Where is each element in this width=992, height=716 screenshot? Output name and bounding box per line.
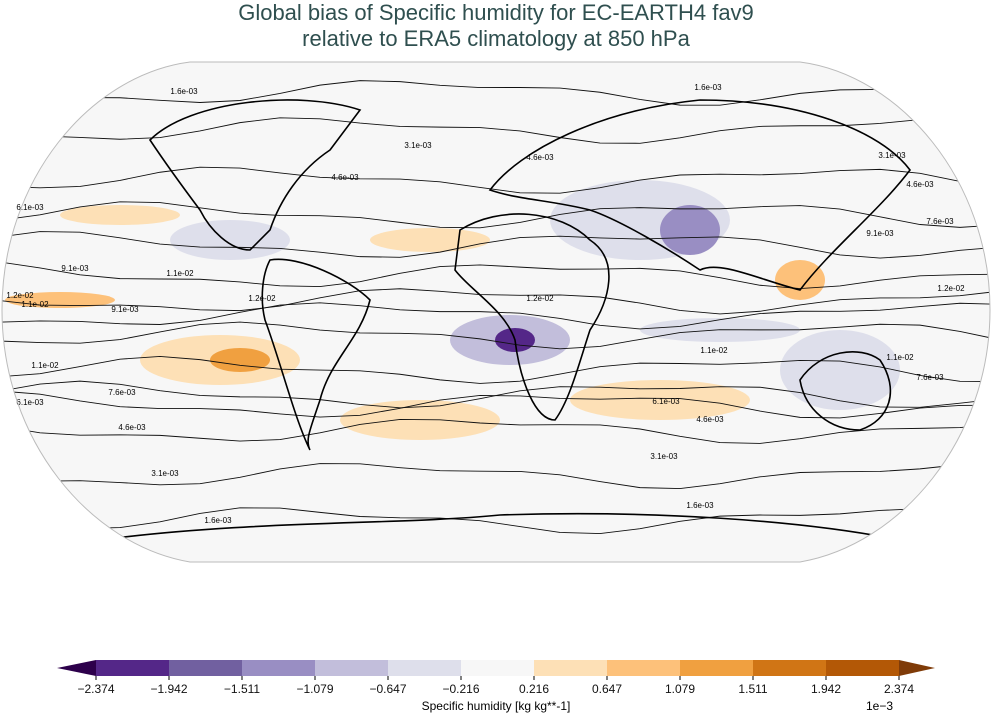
colorbar-tick-label: 1.511 xyxy=(738,682,768,696)
contour-line xyxy=(2,166,990,194)
contour-label: 9.1e-03 xyxy=(111,305,139,314)
colorbar-tick-label: −1.511 xyxy=(223,682,261,696)
bias-area xyxy=(170,220,290,260)
contour-label: 7.6e-03 xyxy=(916,373,944,382)
contour-label: 1.1e-02 xyxy=(700,346,728,355)
colorbar-segment xyxy=(680,660,754,676)
contour-label: 6.1e-03 xyxy=(16,203,44,212)
colorbar-tick-label: −1.079 xyxy=(296,682,334,696)
contour-line xyxy=(2,418,990,444)
contour-label: 9.1e-03 xyxy=(61,264,89,273)
contour-label: 6.1e-03 xyxy=(652,397,680,406)
bias-area xyxy=(775,260,825,300)
contour-labels: 1.6e-03 3.1e-03 4.6e-03 4.6e-03 6.1e-03 9.1e-… xyxy=(6,83,965,525)
contour-line xyxy=(2,117,990,144)
colorbar-over-arrow xyxy=(899,660,935,676)
bias-area xyxy=(210,348,270,372)
contour-label: 1.1e-02 xyxy=(21,300,49,309)
south-america-coast xyxy=(261,258,371,451)
antarctica-coast xyxy=(99,512,901,541)
contour-label: 3.1e-03 xyxy=(878,151,906,160)
contour-label: 1.6e-03 xyxy=(694,83,722,92)
contour-label: 4.6e-03 xyxy=(331,173,359,182)
title-line-2: relative to ERA5 climatology at 850 hPa xyxy=(302,26,690,51)
coastlines xyxy=(99,99,912,541)
contour-label: 3.1e-03 xyxy=(151,469,179,478)
colorbar-tick-label: −2.374 xyxy=(77,682,115,696)
climatology-contours xyxy=(2,80,990,535)
contour-label: 9.1e-03 xyxy=(866,229,894,238)
colorbar-tick-label: 0.647 xyxy=(591,682,623,696)
contour-label: 7.6e-03 xyxy=(108,388,136,397)
colorbar-scale: 1e−3 xyxy=(866,699,894,713)
colorbar-segment xyxy=(753,660,827,676)
contour-label: 1.1e-02 xyxy=(31,361,59,370)
colorbar-tick-label: −1.942 xyxy=(150,682,188,696)
contour-label: 1.2e-02 xyxy=(526,294,554,303)
colorbar-segment xyxy=(388,660,462,676)
contour-line xyxy=(2,201,990,229)
contour-label: 1.6e-03 xyxy=(686,501,714,510)
title-line-1: Global bias of Specific humidity for EC-… xyxy=(238,0,754,25)
africa-coast xyxy=(454,213,610,421)
contour-label: 6.1e-03 xyxy=(16,398,44,407)
colorbar-tick-label: 1.079 xyxy=(664,682,696,696)
eurasia-coast xyxy=(488,99,912,291)
contour-line xyxy=(2,231,990,259)
bias-area xyxy=(780,330,900,410)
colorbar-tick-label: 1.942 xyxy=(810,682,842,696)
contour-line xyxy=(2,321,990,350)
plot-title: Global bias of Specific humidity for EC-… xyxy=(0,0,992,52)
colorbar-segment xyxy=(826,660,900,676)
contour-label: 1.2e-02 xyxy=(248,294,276,303)
contour-line xyxy=(2,380,990,409)
colorbar-segment xyxy=(315,660,389,676)
contour-label: 7.6e-03 xyxy=(926,217,954,226)
contour-label: 3.1e-03 xyxy=(404,141,432,150)
colorbar-tick-label: 2.374 xyxy=(883,682,915,696)
contour-label: 1.1e-02 xyxy=(886,353,914,362)
colorbar-label: Specific humidity [kg kg**-1] xyxy=(421,699,571,713)
contour-line xyxy=(2,507,990,535)
colorbar-tick-label: −0.647 xyxy=(369,682,407,696)
colorbar-segment xyxy=(96,660,170,676)
contour-label: 4.6e-03 xyxy=(118,423,146,432)
bias-area xyxy=(370,228,490,252)
colorbar-segment xyxy=(461,660,535,676)
contour-label: 1.2e-02 xyxy=(6,291,34,300)
colorbar xyxy=(57,660,935,680)
contour-label: 1.2e-02 xyxy=(937,284,965,293)
bias-area xyxy=(660,205,720,255)
colorbar-segment xyxy=(242,660,316,676)
contour-label: 4.6e-03 xyxy=(906,180,934,189)
bias-area xyxy=(60,205,180,225)
contour-line xyxy=(2,302,990,330)
north-america-coast xyxy=(148,99,362,251)
contour-label: 1.6e-03 xyxy=(204,516,232,525)
colorbar-tick-label: −0.216 xyxy=(442,682,480,696)
bias-area xyxy=(570,380,750,420)
contour-label: 4.6e-03 xyxy=(526,153,554,162)
contour-line xyxy=(2,390,990,419)
colorbar-under-arrow xyxy=(57,660,96,676)
colorbar-segment xyxy=(169,660,243,676)
australia-coast xyxy=(799,351,892,431)
map-border xyxy=(1,61,991,563)
contour-label: 1.6e-03 xyxy=(170,87,198,96)
contour-label: 4.6e-03 xyxy=(696,415,724,424)
contour-line xyxy=(2,462,990,490)
colorbar-tick-label: 0.216 xyxy=(518,682,550,696)
contour-label: 3.1e-03 xyxy=(650,452,678,461)
contour-line xyxy=(2,261,990,290)
contour-line xyxy=(2,356,990,384)
contour-label: 1.1e-02 xyxy=(166,269,194,278)
colorbar-segment xyxy=(534,660,608,676)
contour-line xyxy=(2,80,990,106)
colorbar-segment xyxy=(607,660,681,676)
